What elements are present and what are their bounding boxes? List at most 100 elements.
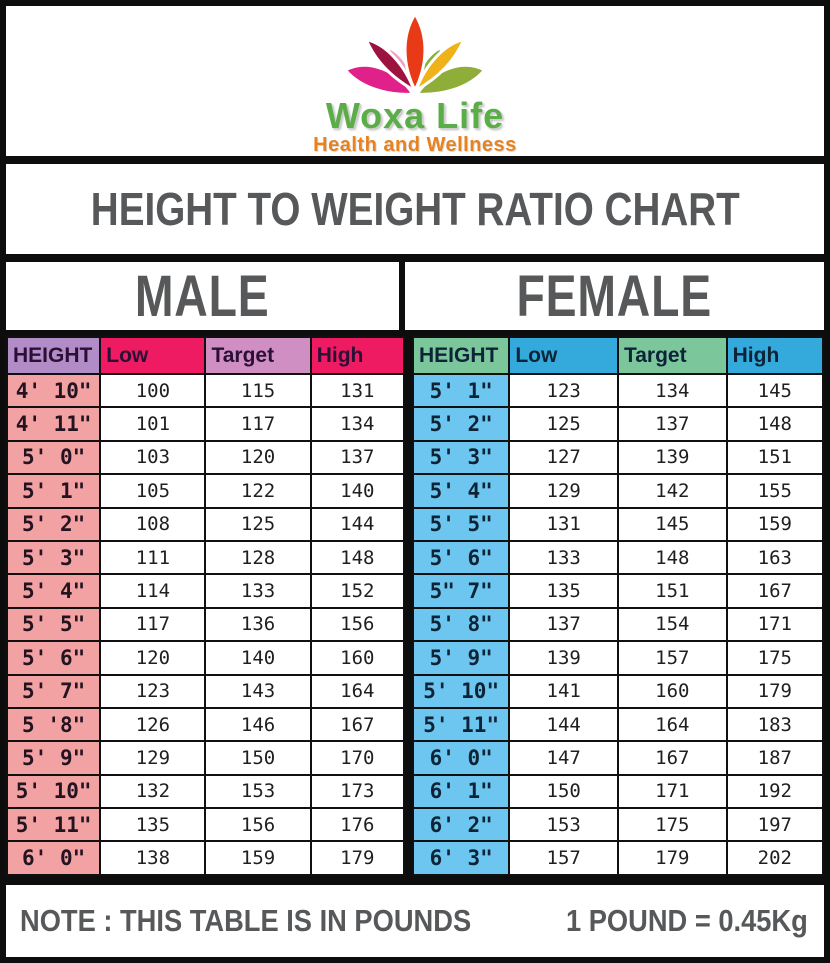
male-table: HEIGHT Low Target High 4' 10" 100 115 131 4'… [6,336,406,876]
female-value-cell: 144 [508,706,619,743]
male-table-row: 5' 11" 135 156 176 [6,807,406,843]
female-table-row: 5' 5" 131 145 159 [411,506,824,542]
male-value-cell: 108 [99,506,207,542]
female-value-cell: 202 [725,840,824,876]
lotus-flower-icon [343,12,487,96]
male-table-row: 5' 2" 108 125 144 [6,506,406,542]
female-table-row: 6' 3" 157 179 202 [411,840,824,876]
female-value-cell: 163 [725,539,824,576]
logo-section: Woxa Life Health and Wellness [6,6,824,156]
female-value-cell: 139 [616,439,728,476]
female-value-cell: 142 [616,473,728,509]
female-height-cell: 6' 2" [411,807,511,843]
male-table-row: 5' 1" 105 122 140 [6,473,406,509]
female-value-cell: 157 [508,840,619,876]
female-height-cell: 5' 9" [411,640,511,676]
male-value-cell: 138 [99,840,207,876]
petal-upper-right [414,37,466,92]
male-value-cell: 115 [204,372,312,409]
female-value-cell: 157 [616,640,728,676]
female-table-row: 5' 11" 144 164 183 [411,706,824,743]
male-value-cell: 144 [309,506,406,542]
male-value-cell: 111 [99,539,207,576]
female-height-cell: 5' 3" [411,439,511,476]
male-value-cell: 128 [204,539,312,576]
female-height-cell: 6' 1" [411,773,511,810]
male-value-cell: 179 [309,840,406,876]
male-table-row: 4' 11" 101 117 134 [6,406,406,442]
female-height-cell: 5' 11" [411,706,511,743]
female-value-cell: 179 [616,840,728,876]
male-value-cell: 132 [99,773,207,810]
female-value-cell: 151 [725,439,824,476]
male-col-low: Low [99,336,207,375]
female-value-cell: 135 [508,573,619,609]
male-value-cell: 105 [99,473,207,509]
male-height-cell: 5' 7" [6,673,102,709]
female-height-cell: 5' 1" [411,372,511,409]
petal-center [403,12,427,92]
female-value-cell: 151 [616,573,728,609]
male-value-cell: 131 [309,372,406,409]
male-height-cell: 5' 11" [6,807,102,843]
male-col-target: Target [204,336,312,375]
female-value-cell: 133 [508,539,619,576]
male-col-high: High [309,336,406,375]
male-banner: MALE [6,262,405,330]
female-value-cell: 153 [508,807,619,843]
male-value-cell: 153 [204,773,312,810]
female-value-cell: 183 [725,706,824,743]
female-value-cell: 145 [616,506,728,542]
female-value-cell: 123 [508,372,619,409]
male-value-cell: 101 [99,406,207,442]
male-value-cell: 140 [309,473,406,509]
male-table-row: 5' 9" 129 150 170 [6,740,406,776]
male-height-cell: 5' 4" [6,573,102,609]
male-table-row: 5' 10" 132 153 173 [6,773,406,810]
male-height-cell: 4' 11" [6,406,102,442]
male-table-row: 5' 4" 114 133 152 [6,573,406,609]
female-height-cell: 5' 10" [411,673,511,709]
petal-upper-left [364,37,416,92]
male-value-cell: 100 [99,372,207,409]
female-value-cell: 167 [725,573,824,609]
male-label: MALE [135,263,270,329]
male-value-cell: 176 [309,807,406,843]
male-value-cell: 117 [204,406,312,442]
female-height-cell: 5" 7" [411,573,511,609]
female-value-cell: 131 [508,506,619,542]
male-height-cell: 5' 1" [6,473,102,509]
female-value-cell: 160 [616,673,728,709]
female-table-row: 5' 4" 129 142 155 [411,473,824,509]
male-height-cell: 5' 6" [6,640,102,676]
female-col-low: Low [508,336,619,375]
male-value-cell: 137 [309,439,406,476]
male-table-row: 5 '8" 126 146 167 [6,706,406,743]
male-table-row: 5' 5" 117 136 156 [6,606,406,643]
male-value-cell: 164 [309,673,406,709]
female-value-cell: 125 [508,406,619,442]
male-value-cell: 140 [204,640,312,676]
female-table-row: 5' 2" 125 137 148 [411,406,824,442]
female-value-cell: 167 [616,740,728,776]
male-value-cell: 114 [99,573,207,609]
page-title: HEIGHT TO WEIGHT RATIO CHART [90,183,740,235]
male-table-row: 6' 0" 138 159 179 [6,840,406,876]
female-height-cell: 5' 4" [411,473,511,509]
male-height-cell: 5' 5" [6,606,102,643]
female-value-cell: 145 [725,372,824,409]
female-col-target: Target [616,336,728,375]
female-value-cell: 134 [616,372,728,409]
male-value-cell: 159 [204,840,312,876]
female-table-row: 5' 10" 141 160 179 [411,673,824,709]
male-height-cell: 5' 2" [6,506,102,542]
female-value-cell: 147 [508,740,619,776]
male-table-row: 5' 7" 123 143 164 [6,673,406,709]
female-height-cell: 5' 8" [411,606,511,643]
female-table-row: 6' 1" 150 171 192 [411,773,824,810]
male-table-row: 4' 10" 100 115 131 [6,372,406,409]
male-value-cell: 143 [204,673,312,709]
male-value-cell: 150 [204,740,312,776]
female-table-row: 6' 2" 153 175 197 [411,807,824,843]
